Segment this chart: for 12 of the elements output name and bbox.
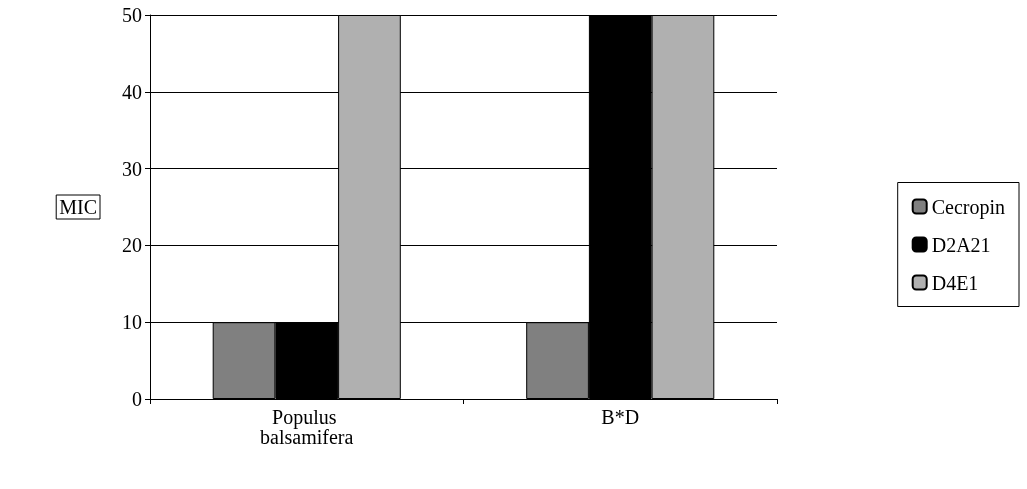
- legend-label: D2A21: [931, 233, 991, 256]
- x-tick-label: Populus balsamifera: [260, 406, 354, 448]
- x-tick-label: B*D: [601, 406, 640, 428]
- legend-label: Cecropin: [931, 195, 1005, 219]
- y-tick-label: 40: [122, 80, 142, 103]
- y-tick-label: 10: [122, 311, 142, 334]
- y-tick-label: 30: [122, 157, 142, 180]
- y-tick-label: 20: [122, 234, 142, 257]
- y-tick-label: 50: [122, 4, 142, 26]
- legend-label: D4E1: [931, 271, 979, 294]
- y-axis-title: MIC: [59, 196, 97, 218]
- y-tick-label: 0: [132, 388, 142, 410]
